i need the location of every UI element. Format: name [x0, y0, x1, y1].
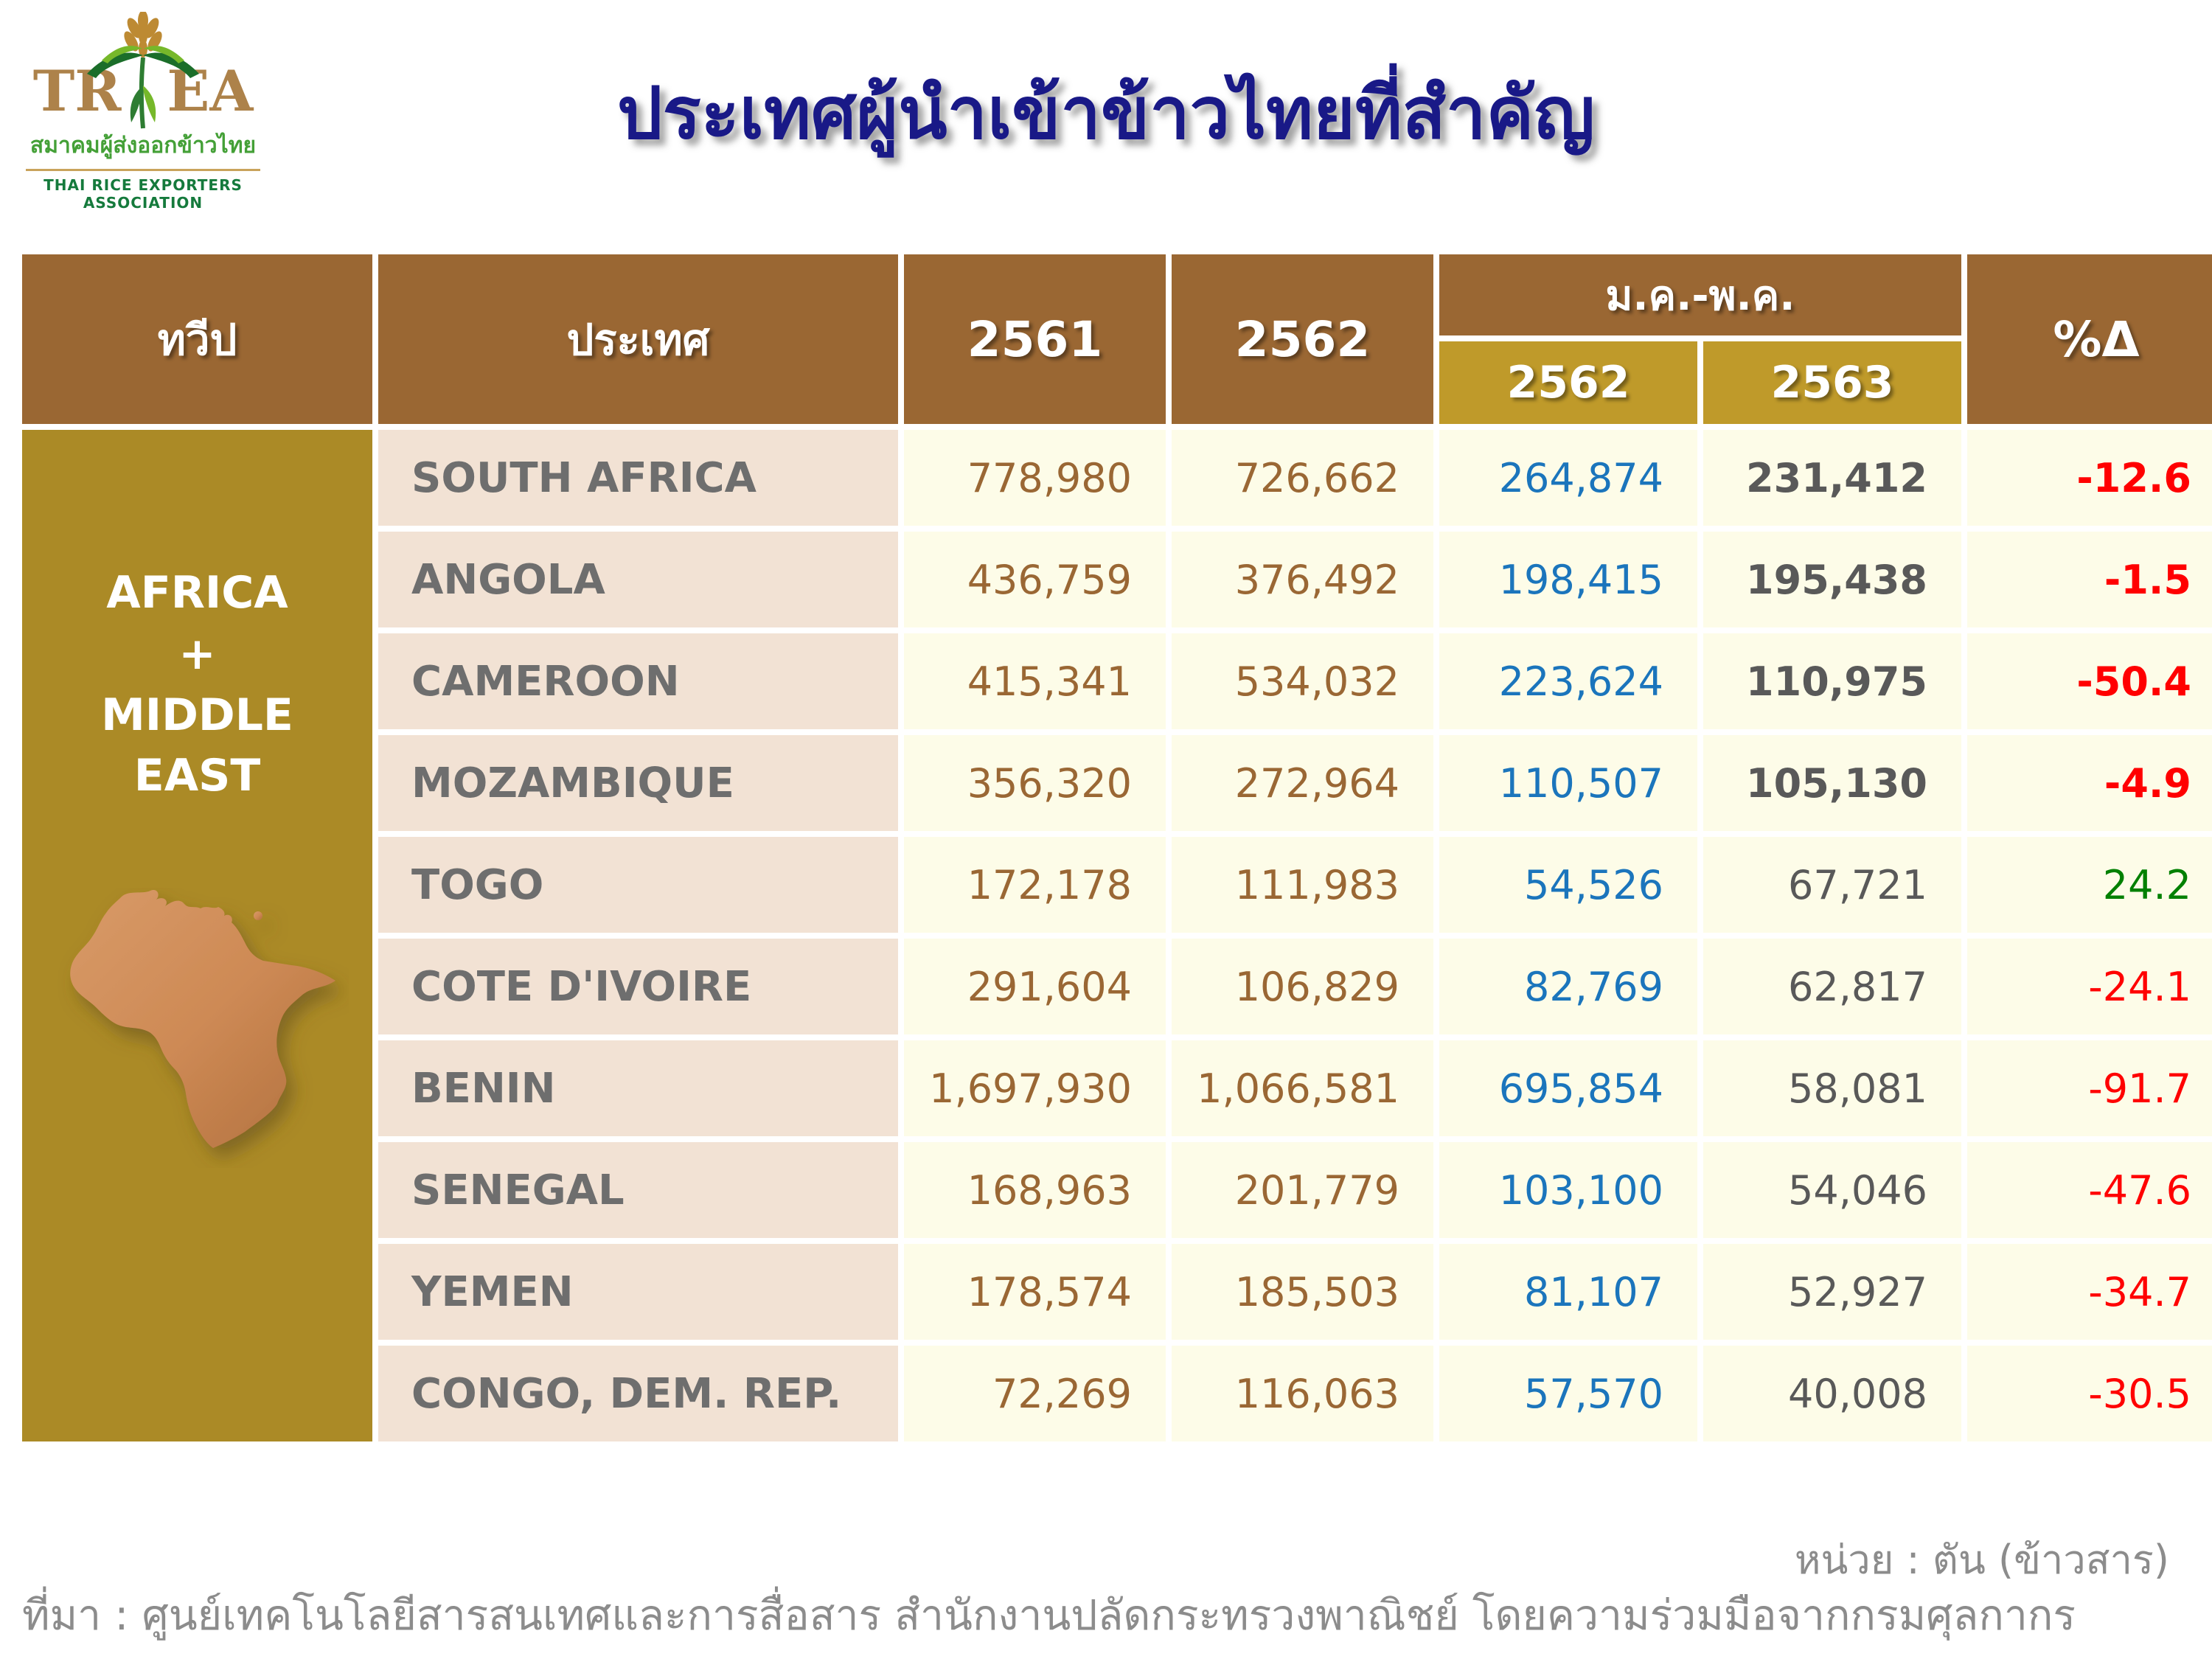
- cell-2562: 106,829: [1172, 939, 1433, 1034]
- header-jan-may-2563: 2563: [1703, 341, 1961, 424]
- continent-line: AFRICA: [106, 567, 288, 619]
- cell-jan-may-2562: 264,874: [1439, 430, 1697, 526]
- cell-2562: 272,964: [1172, 735, 1433, 831]
- cell-delta: -24.1: [1967, 939, 2212, 1034]
- unit-note: หน่วย : ตัน (ข้าวสาร): [1794, 1537, 2169, 1583]
- cell-jan-may-2562: 57,570: [1439, 1346, 1697, 1441]
- cell-2561: 72,269: [904, 1346, 1166, 1441]
- header-country: ประเทศ: [378, 254, 898, 424]
- cell-country: TOGO: [378, 837, 898, 933]
- cell-2562: 185,503: [1172, 1244, 1433, 1340]
- cell-jan-may-2562: 54,526: [1439, 837, 1697, 933]
- cell-country: YEMEN: [378, 1244, 898, 1340]
- header-year-2562: 2562: [1172, 254, 1433, 424]
- cell-2562: 376,492: [1172, 532, 1433, 627]
- cell-jan-may-2563: 231,412: [1703, 430, 1961, 526]
- cell-country: SOUTH AFRICA: [378, 430, 898, 526]
- trea-logo: TR EA สมาคมผู้ส่งออกข้าวไทย THAI RICE EX…: [21, 12, 265, 212]
- cell-2561: 778,980: [904, 430, 1166, 526]
- cell-jan-may-2563: 58,081: [1703, 1040, 1961, 1136]
- cell-delta: -47.6: [1967, 1142, 2212, 1238]
- cell-jan-may-2563: 110,975: [1703, 633, 1961, 729]
- cell-jan-may-2563: 62,817: [1703, 939, 1961, 1034]
- cell-jan-may-2563: 52,927: [1703, 1244, 1961, 1340]
- cell-delta: -91.7: [1967, 1040, 2212, 1136]
- cell-2561: 291,604: [904, 939, 1166, 1034]
- cell-jan-may-2562: 103,100: [1439, 1142, 1697, 1238]
- header-jan-may-2562: 2562: [1439, 341, 1697, 424]
- cell-country: CONGO, DEM. REP.: [378, 1346, 898, 1441]
- cell-jan-may-2563: 40,008: [1703, 1346, 1961, 1441]
- cell-jan-may-2562: 82,769: [1439, 939, 1697, 1034]
- cell-delta: -12.6: [1967, 430, 2212, 526]
- header-delta: %Δ: [1967, 254, 2212, 424]
- cell-jan-may-2563: 54,046: [1703, 1142, 1961, 1238]
- logo-thai-name: สมาคมผู้ส่งออกข้าวไทย: [29, 133, 257, 159]
- cell-jan-may-2562: 223,624: [1439, 633, 1697, 729]
- africa-map: [69, 890, 335, 1149]
- cell-jan-may-2562: 695,854: [1439, 1040, 1697, 1136]
- cell-country: ANGOLA: [378, 532, 898, 627]
- cell-2562: 726,662: [1172, 430, 1433, 526]
- header-year-2561: 2561: [904, 254, 1166, 424]
- source-note: ที่มา : ศูนย์เทคโนโลยีสารสนเทศและการสื่อ…: [22, 1591, 2076, 1640]
- cell-2562: 111,983: [1172, 837, 1433, 933]
- header-jan-may-subrow: 2562 2563: [1439, 341, 1961, 424]
- continent-line: MIDDLE: [101, 689, 293, 741]
- cell-2561: 168,963: [904, 1142, 1166, 1238]
- page-title: ประเทศผู้นำเข้าข้าวไทยที่สำคัญ: [617, 72, 1595, 155]
- cell-delta: -30.5: [1967, 1346, 2212, 1441]
- cell-2562: 201,779: [1172, 1142, 1433, 1238]
- cell-country: COTE D'IVOIRE: [378, 939, 898, 1034]
- cell-2561: 172,178: [904, 837, 1166, 933]
- continent-line: +: [178, 627, 216, 680]
- cell-jan-may-2563: 67,721: [1703, 837, 1961, 933]
- logo-acronym-left: TR: [32, 58, 122, 124]
- cell-delta: 24.2: [1967, 837, 2212, 933]
- logo-acronym-right: EA: [167, 58, 254, 124]
- cell-jan-may-2563: 105,130: [1703, 735, 1961, 831]
- header-jan-may-group: ม.ค.-พ.ค. 2562 2563: [1439, 254, 1961, 424]
- cell-2562: 1,066,581: [1172, 1040, 1433, 1136]
- cell-2561: 436,759: [904, 532, 1166, 627]
- cell-country: BENIN: [378, 1040, 898, 1136]
- cell-country: MOZAMBIQUE: [378, 735, 898, 831]
- cell-country: CAMEROON: [378, 633, 898, 729]
- continent-label: AFRICA + MIDDLE EAST: [101, 563, 293, 807]
- rice-plant-icon: [87, 12, 199, 129]
- import-table: ทวีป ประเทศ 2561 2562 ม.ค.-พ.ค. 2562 256…: [22, 254, 2212, 1441]
- header-jan-may-label: ม.ค.-พ.ค.: [1439, 254, 1961, 335]
- cell-jan-may-2562: 81,107: [1439, 1244, 1697, 1340]
- cell-delta: -4.9: [1967, 735, 2212, 831]
- cell-2561: 356,320: [904, 735, 1166, 831]
- cell-country: SENEGAL: [378, 1142, 898, 1238]
- cell-2562: 534,032: [1172, 633, 1433, 729]
- cell-2562: 116,063: [1172, 1346, 1433, 1441]
- cell-delta: -1.5: [1967, 532, 2212, 627]
- continent-line: EAST: [133, 750, 261, 802]
- cell-jan-may-2562: 198,415: [1439, 532, 1697, 627]
- cell-2561: 415,341: [904, 633, 1166, 729]
- cell-delta: -34.7: [1967, 1244, 2212, 1340]
- logo-acronym: TR EA: [21, 63, 265, 119]
- logo-divider: [26, 169, 260, 171]
- continent-cell: AFRICA + MIDDLE EAST: [22, 430, 372, 1441]
- cell-delta: -50.4: [1967, 633, 2212, 729]
- cell-2561: 1,697,930: [904, 1040, 1166, 1136]
- cell-jan-may-2562: 110,507: [1439, 735, 1697, 831]
- header-continent: ทวีป: [22, 254, 372, 424]
- cell-2561: 178,574: [904, 1244, 1166, 1340]
- cell-jan-may-2563: 195,438: [1703, 532, 1961, 627]
- logo-english-name: THAI RICE EXPORTERS ASSOCIATION: [44, 176, 243, 212]
